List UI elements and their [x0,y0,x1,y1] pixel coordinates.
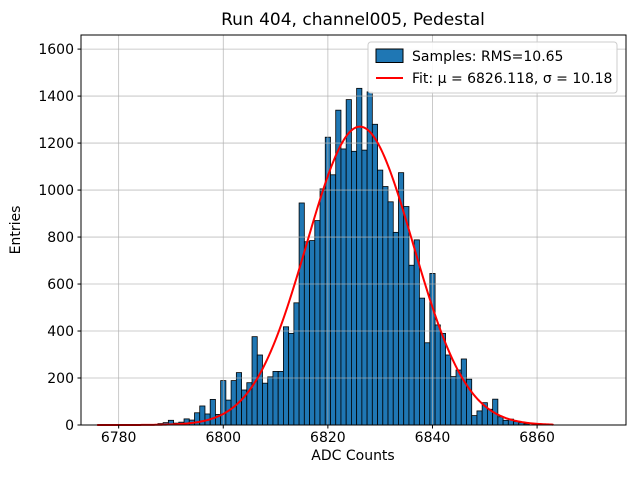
histogram-bar [387,201,394,426]
histogram-bar [230,380,237,426]
histogram-bar [408,264,415,426]
histogram-bar [460,358,467,426]
legend-samples-swatch [375,48,404,63]
histogram-bar [288,332,295,426]
histogram-bar [319,188,326,426]
y-tick-label: 1000 [38,183,74,199]
histogram-bar [235,372,242,426]
y-tick-label: 1600 [38,42,74,58]
legend-fit-label: Fit: μ = 6826.118, σ = 10.18 [412,71,612,87]
axes-group: 6780 6800 6820 6840 6860 0 200 400 600 800 1000 120… [38,42,555,446]
histogram-bar [502,419,509,426]
histogram-bar [471,415,478,426]
histogram-bar [351,150,358,426]
y-tick-label: 600 [47,277,74,293]
x-tick-label: 6780 [101,430,137,446]
y-tick-label: 400 [47,324,74,340]
histogram-bar [309,240,316,426]
histogram-bar [445,354,452,426]
y-tick-label: 800 [47,230,74,246]
gaussian-fit-curve [96,125,554,426]
y-axis-label: Entries [8,206,24,255]
y-tick-label: 200 [47,371,74,387]
y-tick-label: 0 [65,418,74,434]
histogram-bar [314,220,321,426]
histogram-bar [377,169,384,426]
histogram-bar [267,376,274,426]
histogram-bar [392,231,399,426]
y-tick-label: 1200 [38,136,74,152]
x-tick-label: 6860 [519,430,555,446]
x-tick-label: 6820 [310,430,346,446]
histogram-bar [382,186,389,426]
x-tick-label: 6800 [205,430,241,446]
histogram-bar [356,87,363,426]
histogram-bar [439,332,446,426]
legend: Samples: RMS=10.65 Fit: μ = 6826.118, σ … [367,41,618,94]
histogram-bar [434,324,441,426]
histogram-bar [418,297,426,426]
fit-curve-group [96,125,554,426]
histogram-bar [497,416,504,426]
histogram-bar [303,241,310,426]
chart-title: Run 404, channel005, Pedestal [221,10,485,30]
histogram-bar [277,371,284,426]
histogram-bar [262,382,269,426]
histogram-bar [272,371,279,426]
histogram-bar [361,149,368,426]
legend-samples-label: Samples: RMS=10.65 [412,49,563,65]
histogram-bar [330,174,337,426]
histogram-bar [298,202,305,426]
histogram-bar [283,326,290,426]
histogram-bar [371,123,378,426]
x-tick-label: 6840 [415,430,451,446]
histogram-bar [366,91,373,426]
histogram-bar [256,354,263,426]
x-axis-label: ADC Counts [311,448,394,464]
histogram-bar [476,410,483,426]
histogram-bar [424,342,431,426]
histogram-bar [345,99,352,426]
histogram-bar [413,239,420,426]
y-tick-label: 1400 [38,89,74,105]
histogram-bar [450,376,457,426]
histogram-bar [293,302,300,426]
plot-border [80,34,627,426]
histogram-bar [403,206,410,426]
histogram-bar [209,398,216,426]
legend-frame [367,41,618,94]
